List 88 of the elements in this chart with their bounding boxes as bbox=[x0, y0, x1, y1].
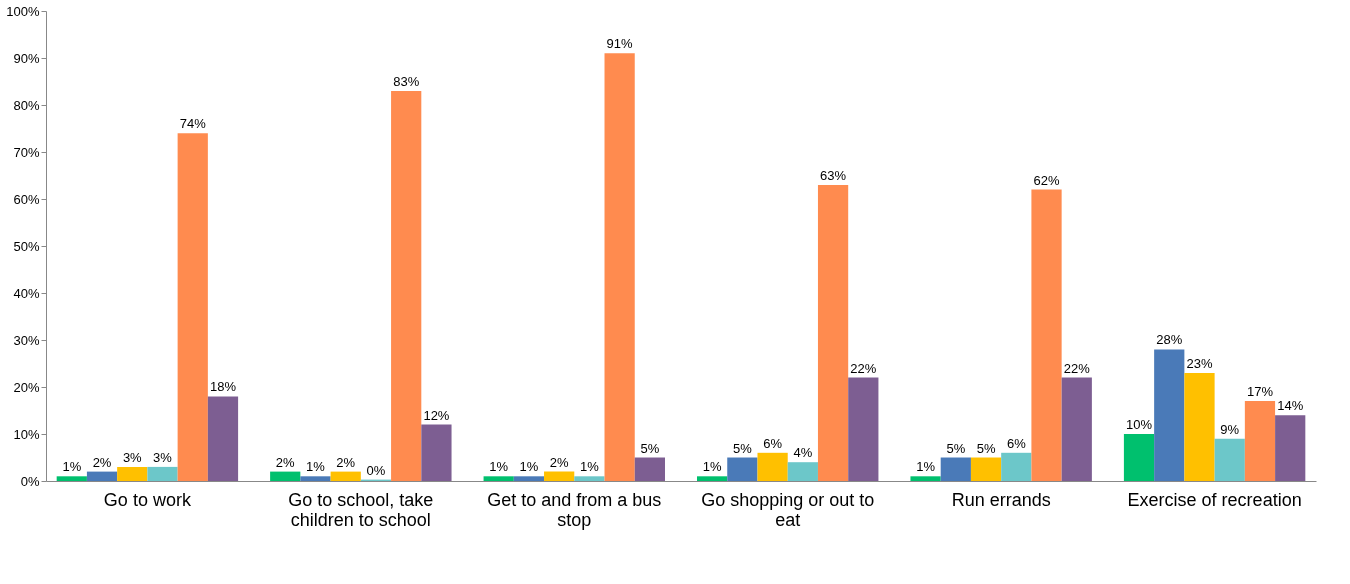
data-label: 2% bbox=[92, 454, 112, 470]
bar bbox=[1244, 401, 1276, 481]
data-label: 22% bbox=[850, 360, 877, 376]
data-label: 5% bbox=[640, 440, 660, 456]
y-tick-label: 50% bbox=[13, 238, 40, 254]
bar bbox=[483, 476, 514, 481]
y-tick-label: 60% bbox=[13, 191, 40, 207]
data-label: 2% bbox=[336, 454, 356, 470]
data-label: 1% bbox=[306, 459, 326, 475]
bar bbox=[848, 377, 879, 481]
data-label: 2% bbox=[549, 454, 569, 470]
bar bbox=[604, 53, 635, 481]
data-label: 63% bbox=[820, 167, 847, 183]
data-label: 18% bbox=[209, 379, 237, 395]
y-tick-label: 10% bbox=[13, 426, 40, 442]
bar bbox=[1001, 452, 1032, 481]
x-tick-label: Go shopping or out to eat bbox=[701, 489, 875, 530]
bar bbox=[1031, 189, 1062, 481]
data-label: 74% bbox=[179, 116, 207, 132]
x-tick-label: Go to work bbox=[103, 489, 192, 510]
bar bbox=[330, 471, 361, 481]
data-label: 5% bbox=[732, 440, 753, 456]
x-tick-label: Exercise of recreation bbox=[1127, 489, 1302, 510]
data-label: 0% bbox=[366, 462, 386, 478]
data-label: 91% bbox=[606, 36, 634, 52]
data-label: 1% bbox=[62, 459, 82, 475]
data-label: 6% bbox=[1006, 435, 1027, 451]
bar bbox=[86, 471, 118, 481]
data-label: 17% bbox=[1246, 384, 1274, 400]
x-tick-label: Get to and from a bus stop bbox=[487, 489, 662, 530]
bar bbox=[970, 457, 1002, 481]
data-label: 83% bbox=[393, 73, 420, 89]
data-label: 3% bbox=[153, 449, 173, 465]
bar bbox=[300, 476, 331, 481]
x-tick-label: Go to school, take children to school bbox=[288, 489, 434, 530]
bar bbox=[513, 476, 545, 481]
data-label: 1% bbox=[580, 459, 600, 475]
y-tick-label: 100% bbox=[6, 3, 40, 19]
x-tick-label: Run errands bbox=[951, 489, 1051, 510]
bar bbox=[147, 466, 178, 481]
bar bbox=[391, 90, 422, 481]
data-label: 14% bbox=[1277, 398, 1304, 414]
bar bbox=[207, 396, 239, 481]
data-label: 1% bbox=[702, 459, 722, 475]
bar bbox=[940, 457, 971, 481]
bar bbox=[56, 476, 87, 481]
y-tick-label: 0% bbox=[20, 473, 40, 489]
bar bbox=[117, 466, 148, 481]
data-label: 62% bbox=[1033, 172, 1060, 188]
bar bbox=[177, 133, 208, 481]
bar bbox=[1154, 349, 1185, 481]
data-label: 6% bbox=[763, 435, 783, 451]
bar bbox=[697, 476, 728, 481]
data-label: 9% bbox=[1220, 421, 1240, 437]
data-label: 5% bbox=[976, 440, 996, 456]
y-tick-label: 80% bbox=[13, 97, 40, 113]
bar bbox=[1184, 372, 1215, 481]
bar bbox=[757, 452, 788, 481]
data-label: 3% bbox=[122, 449, 143, 465]
bar bbox=[727, 457, 758, 481]
bar bbox=[421, 424, 452, 481]
y-tick-label: 90% bbox=[13, 50, 40, 66]
bar bbox=[1275, 415, 1306, 481]
data-label: 22% bbox=[1063, 360, 1091, 376]
data-label: 1% bbox=[489, 459, 509, 475]
bar bbox=[634, 457, 665, 481]
data-label: 28% bbox=[1156, 332, 1183, 348]
data-label: 4% bbox=[793, 445, 813, 461]
y-tick-label: 20% bbox=[13, 379, 40, 395]
y-tick-label: 30% bbox=[13, 332, 40, 348]
data-label: 5% bbox=[946, 440, 966, 456]
bar bbox=[1123, 434, 1155, 481]
bar bbox=[1214, 438, 1245, 481]
data-label: 12% bbox=[423, 407, 450, 423]
bar bbox=[1061, 377, 1092, 481]
bar bbox=[270, 471, 301, 481]
bar bbox=[817, 184, 849, 481]
y-tick-label: 40% bbox=[13, 285, 40, 301]
bar bbox=[787, 462, 818, 481]
y-tick-label: 70% bbox=[13, 144, 40, 160]
data-label: 2% bbox=[275, 454, 296, 470]
data-label: 1% bbox=[916, 459, 936, 475]
bar bbox=[910, 476, 941, 481]
bar bbox=[574, 476, 605, 481]
bar bbox=[544, 471, 575, 481]
data-label: 23% bbox=[1186, 355, 1213, 371]
data-label: 10% bbox=[1126, 417, 1153, 432]
data-label: 1% bbox=[519, 459, 539, 475]
